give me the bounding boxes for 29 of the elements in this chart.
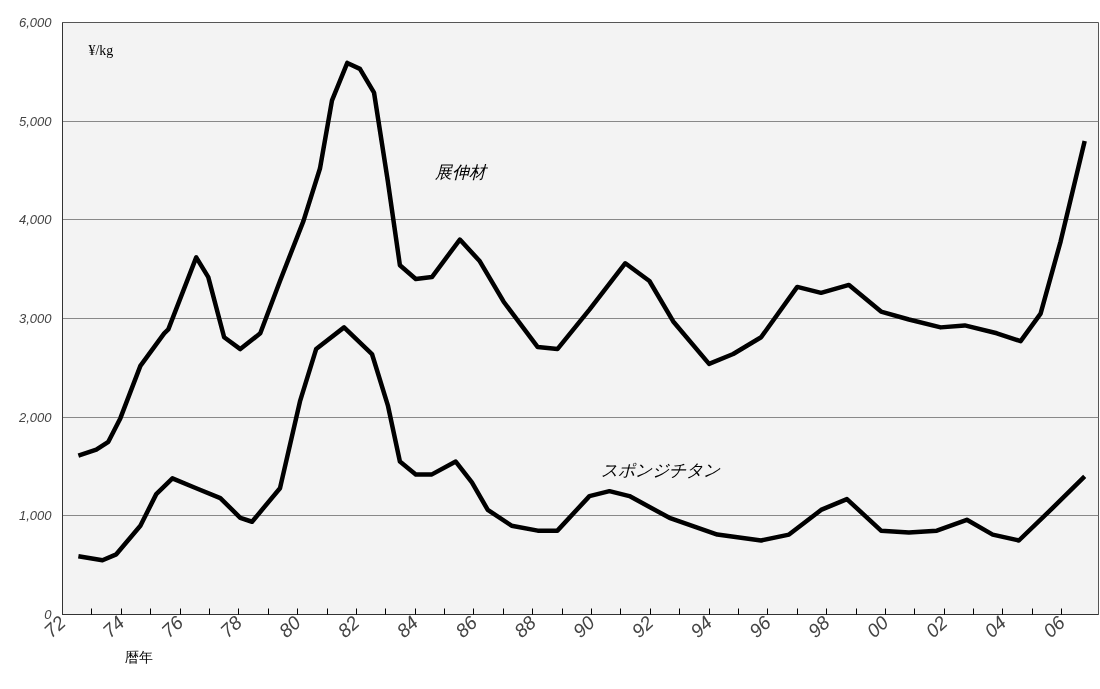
x-tick-label: 02 xyxy=(921,611,952,642)
y-tick-label: 2,000 xyxy=(17,409,53,425)
x-tick-label: 88 xyxy=(510,611,541,642)
x-tick-label: 96 xyxy=(745,611,776,642)
x-tick-label: 04 xyxy=(980,611,1011,642)
x-tick-label: 94 xyxy=(686,611,717,642)
line-series xyxy=(76,60,1087,458)
y-axis-title: ¥/kg xyxy=(88,43,114,59)
x-tick-label: 98 xyxy=(804,611,835,642)
x-tick-label: 76 xyxy=(157,611,188,642)
x-tick-label: 80 xyxy=(275,611,306,642)
x-tick-label: 74 xyxy=(98,611,129,642)
x-tick-label: 86 xyxy=(451,611,482,642)
line-series xyxy=(76,325,1087,563)
series-label: スポンジチタン xyxy=(601,461,722,481)
y-tick-label: 3,000 xyxy=(18,311,53,326)
y-tick-label: 6,000 xyxy=(18,15,53,30)
x-tick-label: 00 xyxy=(862,611,893,642)
x-axis-title: 暦年 xyxy=(124,648,153,665)
x-tick-label: 92 xyxy=(627,611,658,642)
x-tick-label: 90 xyxy=(568,611,599,642)
x-tick-label: 78 xyxy=(216,611,247,642)
y-tick-label: 5,000 xyxy=(18,113,53,129)
x-tick-label: 06 xyxy=(1039,611,1070,642)
y-tick-label: 1,000 xyxy=(18,508,53,524)
y-tick-label: 4,000 xyxy=(18,212,53,228)
x-tick-label: 84 xyxy=(392,611,423,642)
text: 展伸材 xyxy=(435,163,490,183)
x-tick-label: 82 xyxy=(333,611,364,642)
